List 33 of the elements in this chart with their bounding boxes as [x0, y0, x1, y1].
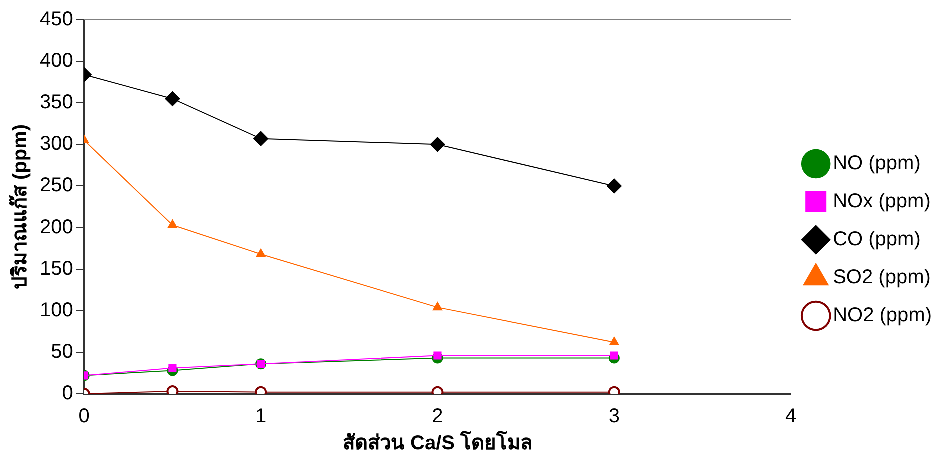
legend-label: CO (ppm)	[833, 228, 921, 251]
point	[432, 302, 443, 311]
x-tick-label: 1	[255, 406, 267, 428]
y-tick-label: 400	[40, 50, 74, 72]
point	[606, 178, 622, 194]
point	[254, 131, 269, 146]
legend-label: NO2 (ppm)	[833, 304, 932, 327]
point	[430, 137, 446, 152]
y-tick-label: 50	[51, 340, 74, 363]
y-axis-title: ปริมาณแก๊ส (ppm)	[10, 124, 32, 290]
point	[610, 336, 620, 346]
x-tick-label: 2	[432, 406, 444, 428]
legend-label: NO (ppm)	[833, 152, 921, 175]
y-tick-label: 200	[40, 216, 74, 238]
x-tick-label: 0	[78, 406, 90, 428]
point	[610, 352, 618, 360]
point	[168, 364, 177, 372]
point	[434, 352, 442, 360]
x-tick-label: 3	[608, 406, 620, 428]
y-tick-label: 0	[62, 382, 74, 405]
x-tick-label: 4	[786, 406, 797, 428]
legend-label: NOx (ppm)	[833, 190, 931, 213]
x-axis-title: สัดส่วน Ca/S โดยโมล	[342, 430, 533, 455]
y-tick-label: 100	[40, 299, 74, 322]
point	[256, 248, 266, 258]
y-tick-label: 250	[40, 174, 74, 197]
y-tick-label: 350	[40, 92, 74, 114]
point	[168, 220, 178, 228]
y-tick-label: 150	[40, 258, 74, 280]
legend-label: SO2 (ppm)	[833, 266, 931, 289]
y-tick-label: 300	[40, 133, 74, 156]
y-tick-label: 450	[40, 8, 74, 31]
point	[165, 91, 180, 106]
